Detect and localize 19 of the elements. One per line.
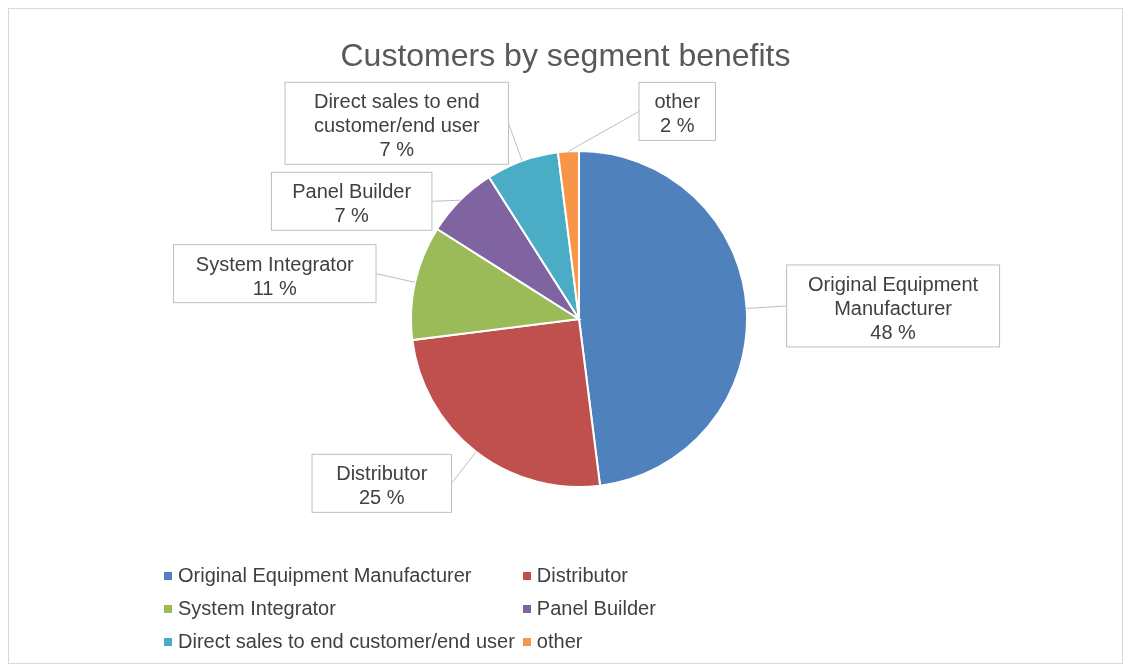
data-label: 2 % xyxy=(660,114,695,137)
slice-label: Direct sales to end customer/end user xyxy=(313,90,480,137)
data-label: 7 % xyxy=(334,204,370,227)
data-label: 11 % xyxy=(252,276,298,299)
data-label: 25 % xyxy=(358,486,405,509)
legend-label: System Integrator xyxy=(178,597,336,620)
data-label: 7 % xyxy=(379,138,415,161)
slice-label: Panel Builder xyxy=(292,180,412,203)
legend-label: Panel Builder xyxy=(536,597,656,620)
legend-label: Distributor xyxy=(536,564,628,587)
slice-label: Distributor xyxy=(336,462,428,485)
data-label: 48 % xyxy=(870,320,917,343)
chart-title: Customers by segment benefits xyxy=(339,36,792,74)
legend-label: other xyxy=(536,630,583,653)
slice-label: Original Equipment Manufacturer xyxy=(808,272,979,319)
slice-label: System Integrator xyxy=(195,252,355,275)
slice-label: other xyxy=(654,90,701,113)
legend-label: Direct sales to end customer/end user xyxy=(178,630,515,653)
legend-label: Original Equipment Manufacturer xyxy=(178,564,472,587)
